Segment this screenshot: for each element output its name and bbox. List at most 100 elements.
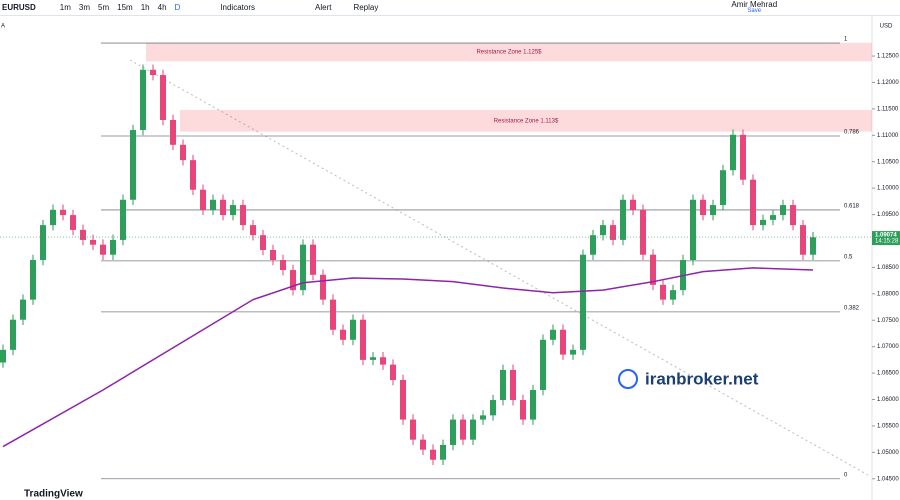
y-tick-label: 1.11000 xyxy=(877,133,899,139)
candle-body xyxy=(660,284,666,300)
y-tick-label: 1.04500 xyxy=(877,476,899,482)
y-tick-label: 1.08000 xyxy=(877,291,899,297)
zone-label: Resistance Zone 1.113$ xyxy=(494,118,559,124)
candle-body xyxy=(160,75,166,120)
candle-body xyxy=(720,170,726,206)
y-tick-label: 1.09500 xyxy=(877,212,899,218)
candle-body xyxy=(260,235,266,250)
interval[interactable]: 1m xyxy=(59,3,71,12)
candle-body xyxy=(750,179,756,226)
candle-body xyxy=(740,134,746,180)
candle-body xyxy=(80,229,86,240)
candle-body xyxy=(140,69,146,131)
side-label: A xyxy=(1,24,5,30)
alert-button[interactable]: Alert xyxy=(315,3,332,12)
candle-body xyxy=(320,274,326,300)
candle-body xyxy=(360,319,366,360)
symbol[interactable]: EURUSD xyxy=(2,3,36,12)
candle-body xyxy=(170,119,176,145)
fib-ratio: 0.618 xyxy=(844,203,860,209)
candle-body xyxy=(370,357,376,360)
candle-body xyxy=(350,319,356,340)
candle-body xyxy=(770,215,776,220)
candle-body xyxy=(290,270,296,291)
candle-body xyxy=(780,205,786,216)
user[interactable]: Amir Mehrad Save xyxy=(731,0,777,15)
candle-body xyxy=(690,199,696,261)
candle-body xyxy=(700,199,706,216)
candle-body xyxy=(520,400,526,420)
indicators-button[interactable]: Indicators xyxy=(220,3,255,12)
save-button[interactable]: Save xyxy=(747,7,762,14)
candle-body xyxy=(600,225,606,236)
candle-body xyxy=(210,199,216,210)
candle-body xyxy=(640,209,646,255)
candle-body xyxy=(420,439,426,450)
candle-body xyxy=(610,225,616,240)
candle-body xyxy=(60,209,66,216)
candle-body xyxy=(730,134,736,171)
candle-body xyxy=(670,290,676,300)
y-tick-label: 1.08500 xyxy=(877,265,899,271)
candle-body xyxy=(300,244,306,291)
candle-body xyxy=(710,205,716,216)
watermark: iranbroker.net xyxy=(645,369,759,388)
candle-body xyxy=(410,419,416,440)
candle-body xyxy=(30,260,36,300)
candle-body xyxy=(20,299,26,320)
candle-body xyxy=(460,419,466,440)
candle-body xyxy=(490,400,496,416)
interval[interactable]: D xyxy=(174,3,181,12)
candle-body xyxy=(110,239,116,255)
candle-body xyxy=(190,160,196,190)
candle-body xyxy=(400,379,406,420)
candle-body xyxy=(650,254,656,285)
candle-body xyxy=(280,260,286,271)
candle-body xyxy=(40,225,46,261)
candle-body xyxy=(440,444,446,460)
candle-body xyxy=(70,215,76,230)
interval[interactable]: 4h xyxy=(157,3,167,12)
candle-body xyxy=(500,369,506,401)
interval[interactable]: 15m xyxy=(117,3,133,12)
resistance-zone xyxy=(180,109,872,132)
toolbar: EURUSD 1m 3m 5m 15m 1h 4h D Indicators A… xyxy=(0,0,900,16)
interval[interactable]: 5m xyxy=(98,3,110,12)
interval[interactable]: 1h xyxy=(140,3,150,12)
candle-body xyxy=(90,239,96,245)
candle-body xyxy=(0,349,6,363)
replay-button[interactable]: Replay xyxy=(353,3,379,12)
fib-ratio: 0.786 xyxy=(844,130,860,136)
interval[interactable]: 3m xyxy=(78,3,91,12)
candle-body xyxy=(270,249,276,261)
candle-body xyxy=(10,319,16,350)
last-price-tag xyxy=(872,231,900,246)
y-tick-label: 1.10000 xyxy=(877,186,899,192)
candle-body xyxy=(540,339,546,390)
candle-body xyxy=(120,199,126,240)
fib-ratio: 0.382 xyxy=(844,305,860,311)
candle-body xyxy=(590,235,596,255)
trend-line xyxy=(129,59,869,476)
countdown: 14:15:28 xyxy=(875,239,899,245)
candle-body xyxy=(470,419,476,440)
candle-body xyxy=(250,225,256,236)
candle-body xyxy=(330,299,336,330)
brand: TradingView xyxy=(24,489,83,500)
candle-body xyxy=(310,244,316,275)
candle-body xyxy=(450,419,456,445)
y-tick-label: 1.06000 xyxy=(877,397,899,403)
last-price-label: 1.09074 xyxy=(875,233,897,239)
candle-body xyxy=(390,364,396,380)
candle-body xyxy=(240,205,246,226)
y-tick-label: 1.10500 xyxy=(877,159,899,165)
candle-body xyxy=(570,349,576,355)
watermark-logo xyxy=(618,369,638,389)
candle-body xyxy=(50,209,56,226)
candle-body xyxy=(230,205,236,216)
y-tick-label: 1.05500 xyxy=(877,424,899,430)
candle-body xyxy=(630,199,636,210)
candle-body xyxy=(380,357,386,365)
candle-body xyxy=(800,225,806,255)
